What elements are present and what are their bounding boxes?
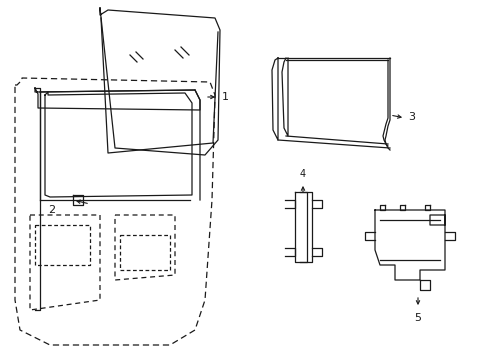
Text: 1: 1 bbox=[222, 92, 228, 102]
Text: 5: 5 bbox=[414, 313, 421, 323]
Text: 2: 2 bbox=[48, 205, 55, 215]
Text: 3: 3 bbox=[407, 112, 414, 122]
Text: 4: 4 bbox=[299, 169, 305, 179]
